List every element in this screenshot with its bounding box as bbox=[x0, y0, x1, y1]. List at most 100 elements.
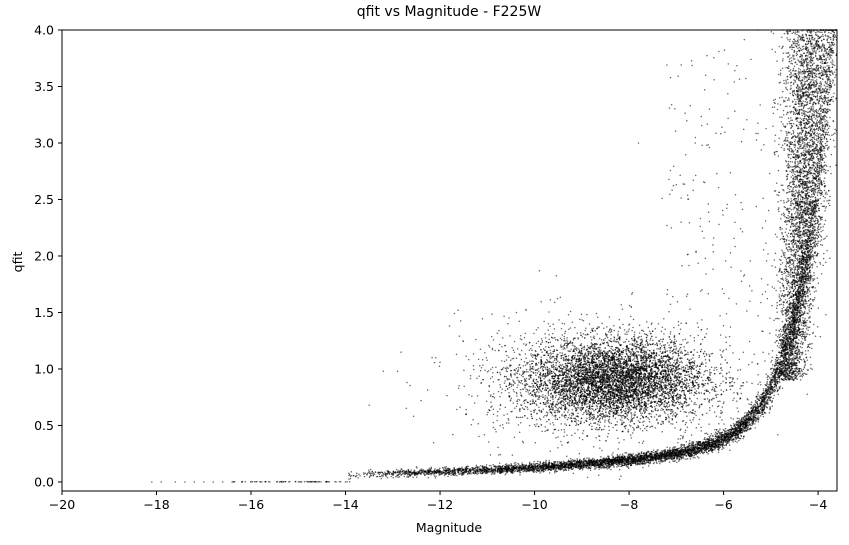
data-point bbox=[367, 471, 370, 474]
data-point bbox=[368, 469, 370, 471]
data-point bbox=[694, 142, 696, 144]
data-point bbox=[824, 118, 826, 121]
data-point bbox=[564, 469, 567, 471]
data-point bbox=[695, 440, 698, 443]
data-point bbox=[279, 481, 282, 483]
data-point bbox=[435, 475, 437, 477]
data-point bbox=[606, 468, 608, 470]
data-point bbox=[709, 434, 712, 437]
data-point bbox=[812, 245, 815, 248]
data-point bbox=[576, 458, 578, 460]
data-point bbox=[727, 63, 730, 65]
data-point bbox=[276, 481, 279, 483]
data-point bbox=[668, 448, 671, 451]
data-point bbox=[358, 473, 360, 475]
data-point bbox=[678, 457, 681, 460]
data-point bbox=[241, 481, 244, 483]
data-point bbox=[820, 159, 822, 161]
data-point bbox=[778, 346, 780, 348]
data-point bbox=[749, 423, 752, 425]
data-point bbox=[742, 427, 745, 429]
data-point bbox=[680, 221, 682, 223]
data-point bbox=[824, 133, 827, 136]
data-point bbox=[770, 392, 772, 394]
data-point bbox=[456, 470, 459, 473]
data-point bbox=[353, 474, 355, 477]
data-point bbox=[508, 464, 510, 466]
data-point bbox=[708, 146, 711, 149]
data-point bbox=[662, 450, 664, 452]
data-point bbox=[773, 375, 775, 378]
data-point bbox=[368, 476, 371, 478]
data-point bbox=[184, 481, 186, 483]
data-point bbox=[410, 469, 412, 471]
data-point bbox=[267, 480, 270, 483]
data-point bbox=[766, 378, 769, 381]
data-point bbox=[523, 469, 525, 472]
data-point bbox=[504, 470, 506, 472]
data-point bbox=[556, 466, 558, 468]
data-point bbox=[427, 476, 430, 479]
data-point bbox=[448, 325, 451, 327]
data-point bbox=[538, 269, 541, 272]
data-point bbox=[642, 452, 645, 455]
data-point bbox=[310, 480, 313, 483]
data-point bbox=[759, 407, 762, 410]
data-point bbox=[525, 470, 528, 473]
data-point bbox=[397, 474, 399, 477]
data-point bbox=[825, 59, 827, 62]
data-point bbox=[773, 394, 775, 397]
data-point bbox=[828, 76, 830, 78]
data-point bbox=[221, 481, 224, 483]
data-point bbox=[388, 470, 390, 473]
data-point bbox=[656, 451, 658, 453]
data-point bbox=[732, 438, 735, 440]
data-point bbox=[825, 116, 828, 118]
data-point bbox=[348, 473, 351, 476]
data-point bbox=[562, 460, 565, 463]
data-point bbox=[439, 361, 441, 363]
data-point bbox=[412, 476, 414, 478]
data-point bbox=[823, 180, 825, 182]
data-point bbox=[823, 47, 826, 50]
data-point bbox=[642, 466, 644, 469]
data-point bbox=[825, 138, 828, 140]
data-point bbox=[820, 202, 822, 205]
data-point bbox=[398, 476, 401, 478]
data-point bbox=[774, 362, 777, 365]
data-point bbox=[668, 453, 670, 455]
data-point bbox=[616, 454, 619, 456]
data-point bbox=[703, 181, 706, 184]
data-point bbox=[297, 481, 300, 483]
data-point bbox=[828, 86, 831, 89]
data-point bbox=[772, 397, 774, 400]
data-point bbox=[693, 454, 696, 457]
data-point bbox=[833, 64, 836, 67]
data-point bbox=[476, 473, 478, 476]
data-point bbox=[519, 471, 521, 474]
data-point bbox=[612, 464, 615, 467]
data-point bbox=[454, 472, 457, 475]
data-point bbox=[718, 435, 720, 438]
data-point bbox=[406, 381, 408, 384]
data-point bbox=[813, 116, 816, 118]
data-point bbox=[716, 440, 719, 443]
data-point bbox=[770, 387, 773, 389]
data-point bbox=[298, 480, 301, 483]
data-point bbox=[624, 452, 626, 454]
data-point bbox=[203, 481, 205, 483]
data-point bbox=[823, 127, 825, 129]
data-point bbox=[582, 467, 584, 469]
data-point bbox=[795, 300, 797, 303]
data-point bbox=[816, 145, 819, 148]
data-point bbox=[456, 474, 458, 477]
data-point bbox=[746, 411, 748, 414]
data-point bbox=[747, 426, 749, 428]
data-point bbox=[514, 469, 517, 472]
data-point bbox=[624, 457, 627, 460]
data-point bbox=[826, 149, 829, 151]
data-point bbox=[708, 108, 711, 110]
data-point bbox=[476, 466, 479, 469]
data-point bbox=[661, 197, 663, 200]
data-point bbox=[688, 440, 691, 442]
